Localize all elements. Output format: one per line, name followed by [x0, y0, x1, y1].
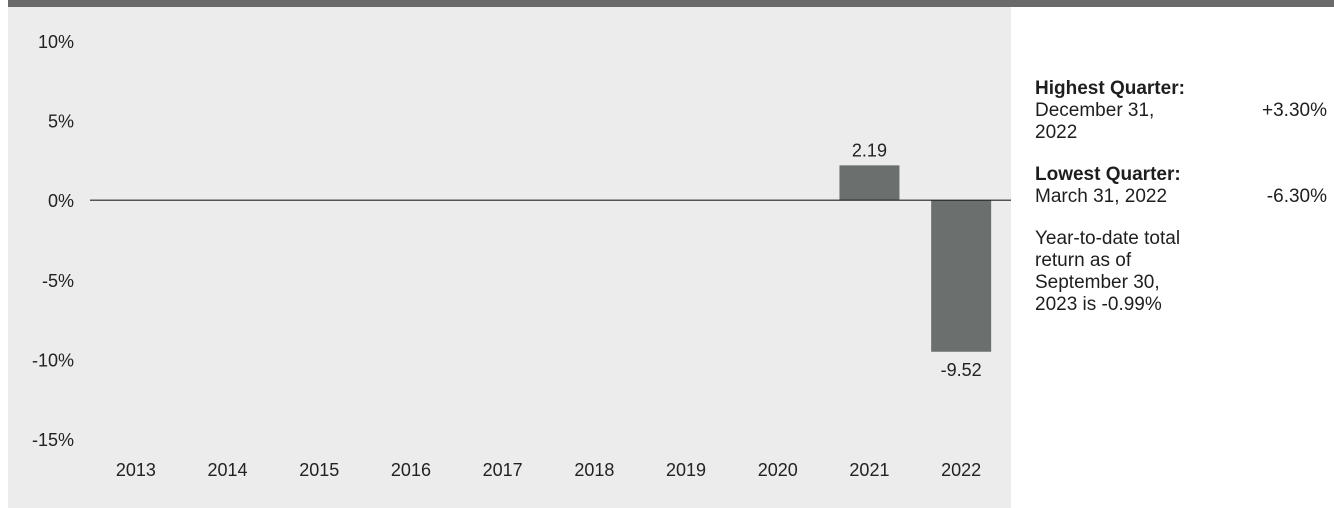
chart-panel: 10% 5% 0% -5% -10% -15% 2.19 -9.52 2013 2014 2015 2…	[8, 7, 1011, 508]
bar-chart: 10% 5% 0% -5% -10% -15% 2.19 -9.52 2013 2014 2015 2…	[32, 32, 1011, 480]
x-tick-label: 2018	[574, 460, 614, 480]
y-tick-label: -15%	[32, 430, 74, 450]
lowest-quarter-heading: Lowest Quarter:	[1035, 164, 1181, 185]
bar-2022	[931, 200, 992, 352]
x-tick-label: 2014	[208, 460, 248, 480]
ytd-note: Year-to-date total return as of Septembe…	[1035, 228, 1181, 315]
y-tick-label: 5%	[48, 112, 74, 132]
x-tick-label: 2022	[941, 460, 981, 480]
highest-quarter-date: December 31, 2022	[1035, 100, 1155, 143]
x-tick-label: 2019	[666, 460, 706, 480]
lowest-quarter: Lowest Quarter: March 31, 2022 -6.30%	[1035, 164, 1327, 208]
highest-quarter-heading: Highest Quarter:	[1035, 78, 1185, 99]
x-tick-label: 2016	[391, 460, 431, 480]
y-tick-label: 10%	[38, 32, 74, 52]
x-tick-label: 2013	[116, 460, 156, 480]
x-tick-label: 2017	[483, 460, 523, 480]
lowest-quarter-value: -6.30%	[1266, 186, 1327, 207]
highest-quarter-value: +3.30%	[1262, 100, 1327, 121]
data-label-2022: -9.52	[941, 360, 982, 380]
x-tick-label: 2015	[299, 460, 339, 480]
y-tick-label: -10%	[32, 350, 74, 370]
y-tick-label: -5%	[42, 271, 74, 291]
data-label-2021: 2.19	[852, 140, 887, 160]
highest-quarter: Highest Quarter: December 31, 2022 +3.30…	[1035, 78, 1327, 144]
x-tick-label: 2021	[849, 460, 889, 480]
y-tick-label: 0%	[48, 191, 74, 211]
quarter-summary: Highest Quarter: December 31, 2022 +3.30…	[1035, 78, 1327, 316]
lowest-quarter-date: March 31, 2022	[1035, 186, 1168, 207]
bar-2021	[839, 165, 900, 201]
x-tick-label: 2020	[758, 460, 798, 480]
top-rule	[8, 0, 1334, 7]
